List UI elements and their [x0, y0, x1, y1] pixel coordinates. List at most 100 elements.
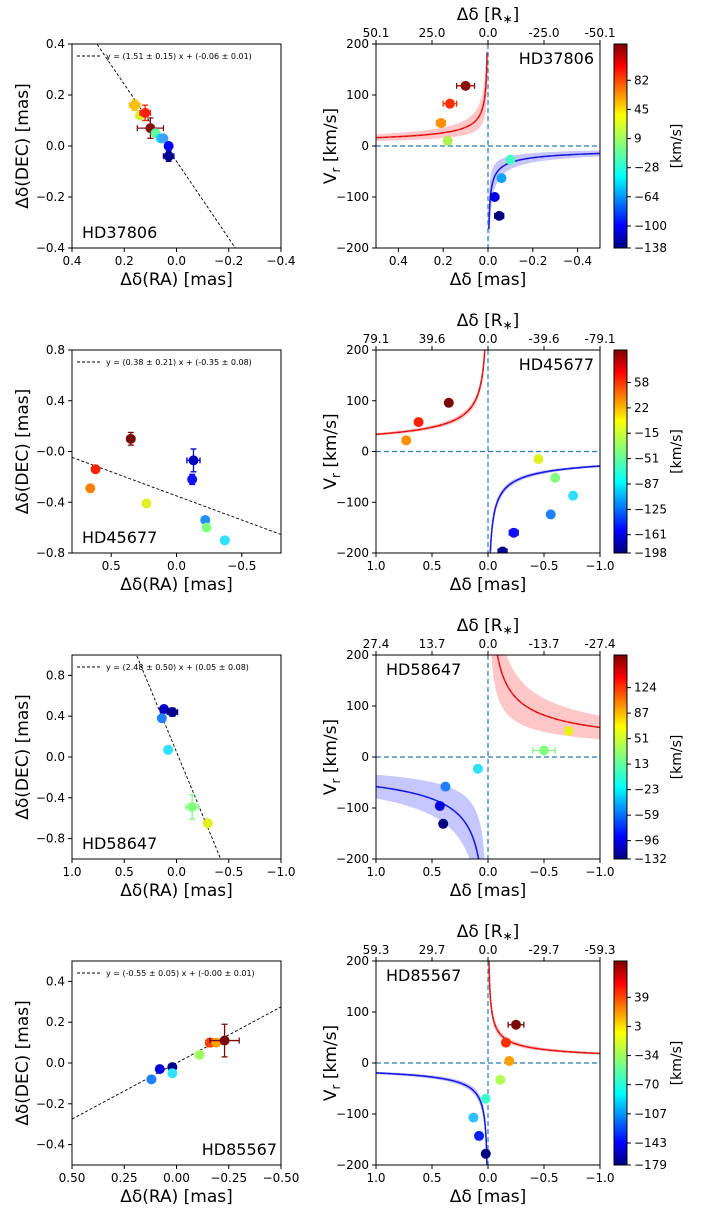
plot-area	[376, 961, 600, 1165]
plot-area	[135, 655, 222, 859]
x-tick-label: 0.25	[111, 1171, 138, 1185]
y-tick-label: 0.0	[46, 139, 65, 153]
x-tick-label: 0.0	[478, 1171, 497, 1185]
redshift-band	[488, 961, 600, 1055]
data-point	[443, 397, 454, 408]
data-point	[444, 98, 455, 109]
x-axis-label: Δδ [mas]	[450, 575, 527, 595]
x-tick-label: 0.4	[389, 254, 408, 268]
colorbar-tick-label: 22	[634, 401, 649, 415]
y-tick-label: −0.4	[36, 495, 65, 509]
colorbar-label: [km/s]	[669, 735, 685, 780]
legend-fit-label: y = (1.51 ± 0.15) x + (-0.06 ± 0.01)	[106, 52, 252, 61]
data-point	[163, 744, 174, 755]
plot-frame	[71, 43, 282, 249]
data-point	[511, 1019, 521, 1030]
y-axis-label: Vr [km/s]	[321, 108, 343, 184]
x-tick-label: −1.0	[585, 559, 614, 573]
x-tick-label: 0.0	[167, 254, 186, 268]
colorbar-tick-label: −107	[634, 1107, 667, 1121]
redshift-band	[491, 655, 600, 740]
y-tick-label: −0.0	[36, 445, 65, 459]
astrometry-panel-HD58647: 1.0 0.5 0.0 −0.5 −1.0 −0.8 −0.4 0.0 0.4 0.8 Δδ(RA)…	[13, 654, 296, 901]
plot-area	[376, 655, 600, 859]
top-tick-label: -29.7	[528, 943, 559, 957]
x-tick-label: −1.0	[266, 865, 295, 879]
colorbar-tick-label: −143	[634, 1136, 667, 1150]
data-point	[219, 1035, 230, 1046]
plot-area	[376, 44, 600, 248]
y-tick-label: 0.0	[46, 1056, 65, 1070]
top-tick-label: -50.1	[584, 26, 615, 40]
blueshift-curve	[376, 1072, 488, 1165]
redshift-curve	[376, 350, 486, 436]
colorbar-tick-label: 45	[634, 102, 649, 116]
y-axis-label: Δδ(DEC) [mas]	[13, 83, 33, 209]
y-tick-label: 0.4	[46, 974, 65, 988]
x-tick-label: −0.4	[266, 254, 295, 268]
legend-fit-label: y = (0.38 ± 0.21) x + (-0.35 ± 0.08)	[106, 358, 252, 367]
y-tick-label: 200	[346, 954, 369, 968]
y-tick-label: −0.8	[36, 546, 65, 560]
colorbar-tick-label: −198	[634, 546, 667, 560]
y-tick-label: 200	[346, 343, 369, 357]
x-axis-label: Δδ [mas]	[450, 1187, 527, 1207]
colorbar-tick-label: −179	[634, 1158, 667, 1172]
data-point	[563, 725, 574, 736]
x-tick-label: 0.5	[422, 865, 441, 879]
top-tick-label: 79.1	[363, 332, 390, 346]
astrometry-panel-HD85567: 0.50 0.25 0.00 −0.25 −0.50 −0.4 −0.2 0.0 0.2 0.4 Δ…	[13, 960, 299, 1207]
top-tick-label: 0.0	[478, 26, 497, 40]
data-point	[202, 818, 213, 829]
star-label: HD58647	[386, 660, 461, 679]
x-tick-label: 0.4	[62, 254, 81, 268]
x-tick-label: 1.0	[366, 1171, 385, 1185]
redshift-curve-dash	[376, 52, 488, 139]
y-tick-label: −0.8	[36, 832, 65, 846]
data-point	[201, 522, 212, 533]
data-point	[140, 107, 151, 118]
colorbar-tick-label: 9	[634, 132, 642, 146]
star-label: HD45677	[519, 355, 594, 374]
y-tick-label: 0.8	[46, 343, 65, 357]
x-tick-label: −0.2	[518, 254, 547, 268]
top-tick-label: -79.1	[584, 332, 615, 346]
star-label: HD85567	[202, 1140, 277, 1159]
top-tick-label: -27.4	[584, 637, 615, 651]
plot-frame	[71, 349, 282, 554]
redshift-curve-dash	[488, 961, 600, 1054]
x-axis-label: Δδ(RA) [mas]	[120, 1187, 233, 1207]
y-tick-label: 0.2	[46, 88, 65, 102]
x-tick-label: 0.2	[115, 254, 134, 268]
data-point	[129, 100, 140, 111]
data-point	[505, 154, 516, 165]
plot-area	[96, 44, 236, 248]
colorbar-bar	[613, 960, 628, 1166]
data-point	[442, 135, 453, 146]
data-point	[550, 472, 561, 483]
data-point	[480, 1148, 491, 1159]
data-point	[211, 1037, 222, 1048]
astrometry-panel-HD37806: 0.4 0.2 0.0 −0.2 −0.4 −0.4 −0.2 0.0 0.2 0.4 Δδ(RA)…	[13, 37, 296, 290]
y-axis-label: Δδ(DEC) [mas]	[13, 694, 33, 820]
y-tick-label: −200	[336, 546, 369, 560]
data-point	[200, 515, 211, 526]
x-axis-label: Δδ [mas]	[450, 270, 527, 290]
y-tick-label: 100	[346, 394, 369, 408]
colorbar-tick-label: −87	[634, 477, 659, 491]
colorbar-tick-label: 3	[634, 1019, 642, 1033]
blueshift-band	[488, 150, 600, 248]
data-point	[500, 1037, 511, 1048]
fit-line	[72, 456, 281, 535]
y-tick-label: −100	[336, 1107, 369, 1121]
x-tick-label: 0.50	[59, 1171, 86, 1185]
x-tick-label: 0.5	[422, 559, 441, 573]
colorbar-tick-label: −96	[634, 834, 659, 848]
top-tick-label: -59.3	[584, 943, 615, 957]
y-tick-label: 0.2	[46, 1015, 65, 1029]
y-axis-label: Δδ(DEC) [mas]	[13, 1000, 33, 1126]
x-tick-label: 0.5	[422, 1171, 441, 1185]
data-point	[219, 535, 230, 546]
plot-area	[72, 431, 281, 546]
top-tick-label: 39.6	[419, 332, 446, 346]
